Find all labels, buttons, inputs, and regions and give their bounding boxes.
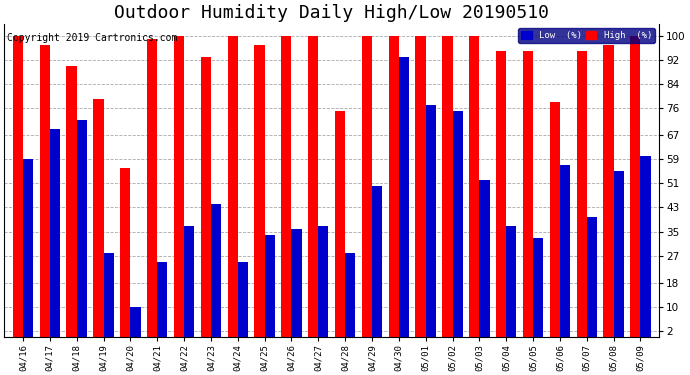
Bar	[345, 253, 355, 337]
Bar	[604, 45, 613, 337]
Bar	[630, 36, 640, 337]
Bar	[613, 171, 624, 337]
Bar	[264, 235, 275, 337]
Bar	[577, 51, 586, 337]
Bar	[120, 168, 130, 337]
Bar	[453, 111, 463, 337]
Bar	[291, 229, 302, 337]
Bar	[550, 102, 560, 337]
Bar	[372, 186, 382, 337]
Bar	[12, 36, 23, 337]
Bar	[184, 225, 195, 337]
Bar	[640, 156, 651, 337]
Bar	[442, 36, 453, 337]
Bar	[211, 204, 221, 337]
Bar	[23, 159, 33, 337]
Bar	[104, 253, 114, 337]
Legend: Low  (%), High  (%): Low (%), High (%)	[518, 28, 655, 43]
Bar	[174, 36, 184, 337]
Bar	[147, 39, 157, 337]
Bar	[469, 36, 480, 337]
Bar	[318, 225, 328, 337]
Title: Outdoor Humidity Daily High/Low 20190510: Outdoor Humidity Daily High/Low 20190510	[115, 4, 549, 22]
Bar	[77, 120, 87, 337]
Bar	[399, 57, 409, 337]
Bar	[130, 307, 141, 337]
Bar	[50, 129, 60, 337]
Bar	[362, 36, 372, 337]
Bar	[157, 262, 168, 337]
Bar	[228, 36, 238, 337]
Bar	[506, 225, 516, 337]
Bar	[282, 36, 291, 337]
Bar	[66, 66, 77, 337]
Bar	[415, 36, 426, 337]
Bar	[238, 262, 248, 337]
Bar	[39, 45, 50, 337]
Bar	[523, 51, 533, 337]
Bar	[560, 165, 570, 337]
Bar	[480, 180, 490, 337]
Bar	[586, 216, 597, 337]
Bar	[308, 36, 318, 337]
Text: Copyright 2019 Cartronics.com: Copyright 2019 Cartronics.com	[8, 33, 178, 43]
Bar	[201, 57, 211, 337]
Bar	[255, 45, 264, 337]
Bar	[426, 105, 436, 337]
Bar	[533, 238, 543, 337]
Bar	[93, 99, 104, 337]
Bar	[496, 51, 506, 337]
Bar	[388, 36, 399, 337]
Bar	[335, 111, 345, 337]
